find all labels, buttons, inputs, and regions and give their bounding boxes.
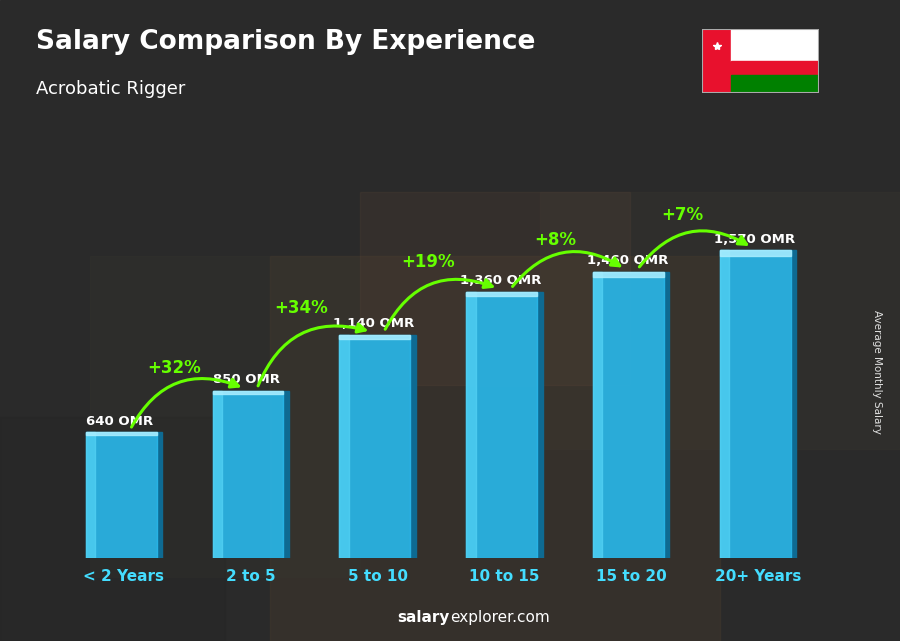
Bar [339,335,410,558]
Text: Salary Comparison By Experience: Salary Comparison By Experience [36,29,536,55]
Bar [212,392,284,558]
Bar [791,251,796,558]
Bar [664,272,670,558]
Text: 1,460 OMR: 1,460 OMR [587,254,668,267]
Bar [731,75,819,93]
Text: explorer.com: explorer.com [450,610,550,625]
Text: 640 OMR: 640 OMR [86,415,154,428]
Bar [90,256,360,577]
Bar [720,251,791,558]
Text: 850 OMR: 850 OMR [213,374,281,387]
Bar [86,433,94,558]
Bar [593,272,602,558]
Text: Average Monthly Salary: Average Monthly Salary [872,310,883,434]
Bar [731,61,819,75]
Bar [284,392,289,558]
Bar [720,251,791,256]
Bar [540,192,900,449]
Bar [537,292,543,558]
Bar [339,335,348,558]
Text: +8%: +8% [535,231,576,249]
Bar [360,192,630,385]
Bar [270,256,720,641]
Bar [720,251,729,558]
Bar [339,335,410,338]
Text: +32%: +32% [148,359,202,377]
Bar [212,392,284,394]
Bar [410,335,416,558]
Bar [593,272,664,277]
Text: +34%: +34% [274,299,328,317]
Text: 1,570 OMR: 1,570 OMR [714,233,795,246]
Bar [212,392,221,558]
Bar [157,433,162,558]
Bar [466,292,537,296]
Bar [466,292,475,558]
Bar [593,272,664,558]
Text: +7%: +7% [661,206,703,224]
Bar [702,29,731,93]
Bar [86,433,157,558]
Text: 1,140 OMR: 1,140 OMR [333,317,414,329]
Bar [0,417,225,641]
Text: Acrobatic Rigger: Acrobatic Rigger [36,80,185,98]
Bar [731,29,819,61]
Bar [86,433,157,435]
Text: salary: salary [398,610,450,625]
Text: +19%: +19% [401,253,455,271]
Text: 1,360 OMR: 1,360 OMR [460,274,541,287]
Bar [466,292,537,558]
